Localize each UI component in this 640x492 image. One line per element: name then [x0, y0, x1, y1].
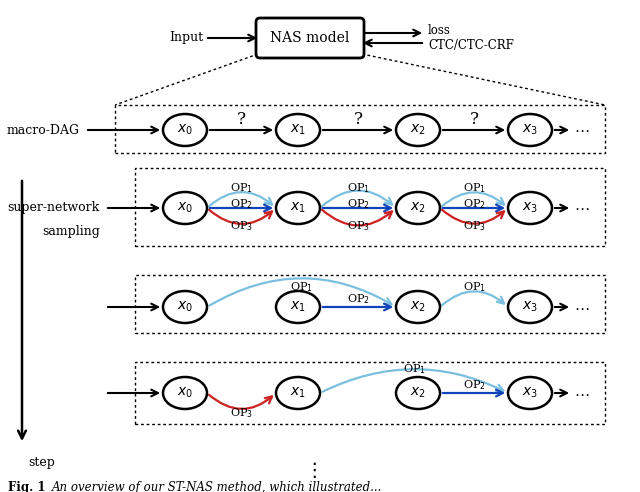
Text: super-network: super-network [8, 202, 100, 215]
Text: $\cdots$: $\cdots$ [574, 300, 589, 314]
Text: OP$_1$: OP$_1$ [290, 280, 313, 294]
Text: OP$_1$: OP$_1$ [346, 181, 369, 195]
Bar [135, 275, 605, 333]
Ellipse shape [396, 377, 440, 409]
Text: $x_{3}$: $x_{3}$ [522, 386, 538, 400]
Ellipse shape [163, 114, 207, 146]
Text: $x_{2}$: $x_{2}$ [410, 123, 426, 137]
Ellipse shape [163, 377, 207, 409]
Ellipse shape [163, 192, 207, 224]
FancyArrowPatch shape [323, 369, 503, 392]
Text: OP$_3$: OP$_3$ [346, 219, 369, 233]
Text: An overview of our ST-NAS method, which illustrated...: An overview of our ST-NAS method, which … [52, 481, 382, 492]
Text: OP$_2$: OP$_2$ [347, 197, 369, 211]
Text: OP$_1$: OP$_1$ [403, 362, 426, 376]
Text: macro-DAG: macro-DAG [7, 123, 80, 136]
Text: loss: loss [428, 24, 451, 36]
Text: $\vdots$: $\vdots$ [303, 460, 316, 480]
FancyArrowPatch shape [322, 210, 392, 225]
Text: $x_{3}$: $x_{3}$ [522, 123, 538, 137]
Text: $x_{1}$: $x_{1}$ [290, 123, 306, 137]
Text: Fig. 1: Fig. 1 [8, 481, 45, 492]
Text: OP$_3$: OP$_3$ [230, 406, 253, 420]
Text: OP$_2$: OP$_2$ [463, 378, 485, 392]
Text: ?: ? [470, 112, 479, 128]
FancyArrowPatch shape [209, 192, 272, 206]
Text: OP$_1$: OP$_1$ [230, 181, 253, 195]
Text: step: step [28, 456, 55, 469]
Text: $x_{0}$: $x_{0}$ [177, 201, 193, 215]
Text: OP$_2$: OP$_2$ [347, 292, 369, 306]
Bar [135, 168, 605, 246]
Ellipse shape [396, 291, 440, 323]
Bar [115, 105, 605, 153]
Text: $x_{2}$: $x_{2}$ [410, 386, 426, 400]
FancyArrowPatch shape [322, 190, 392, 206]
Text: ?: ? [237, 112, 246, 128]
Text: $x_{1}$: $x_{1}$ [290, 300, 306, 314]
FancyArrowPatch shape [209, 278, 392, 306]
Text: OP$_2$: OP$_2$ [230, 197, 253, 211]
Ellipse shape [508, 377, 552, 409]
Text: $x_{0}$: $x_{0}$ [177, 300, 193, 314]
Ellipse shape [396, 114, 440, 146]
Ellipse shape [276, 192, 320, 224]
Text: $\cdots$: $\cdots$ [574, 123, 589, 137]
Text: sampling: sampling [42, 225, 100, 239]
FancyArrowPatch shape [209, 210, 272, 224]
Ellipse shape [508, 291, 552, 323]
Ellipse shape [508, 114, 552, 146]
Text: OP$_1$: OP$_1$ [463, 280, 486, 294]
Text: CTC/CTC-CRF: CTC/CTC-CRF [428, 39, 514, 53]
Text: $x_{1}$: $x_{1}$ [290, 386, 306, 400]
Ellipse shape [396, 192, 440, 224]
Bar [135, 362, 605, 424]
Ellipse shape [276, 377, 320, 409]
Text: $x_{3}$: $x_{3}$ [522, 201, 538, 215]
Text: $x_{0}$: $x_{0}$ [177, 123, 193, 137]
Text: $x_{2}$: $x_{2}$ [410, 300, 426, 314]
FancyArrowPatch shape [442, 210, 504, 224]
FancyArrowPatch shape [442, 291, 504, 305]
Text: $\cdots$: $\cdots$ [574, 201, 589, 215]
FancyArrowPatch shape [209, 395, 272, 409]
Ellipse shape [276, 291, 320, 323]
Text: OP$_3$: OP$_3$ [230, 219, 253, 233]
Text: Input: Input [169, 31, 203, 44]
Ellipse shape [508, 192, 552, 224]
Text: $x_{3}$: $x_{3}$ [522, 300, 538, 314]
Text: OP$_1$: OP$_1$ [463, 181, 486, 195]
FancyBboxPatch shape [256, 18, 364, 58]
Text: ?: ? [353, 112, 362, 128]
FancyArrowPatch shape [442, 192, 504, 206]
Text: NAS model: NAS model [270, 31, 349, 45]
Text: $x_{1}$: $x_{1}$ [290, 201, 306, 215]
Text: OP$_2$: OP$_2$ [463, 197, 485, 211]
Text: $\cdots$: $\cdots$ [574, 386, 589, 400]
Text: $x_{0}$: $x_{0}$ [177, 386, 193, 400]
Ellipse shape [163, 291, 207, 323]
Ellipse shape [276, 114, 320, 146]
Text: OP$_3$: OP$_3$ [463, 219, 486, 233]
Text: $x_{2}$: $x_{2}$ [410, 201, 426, 215]
